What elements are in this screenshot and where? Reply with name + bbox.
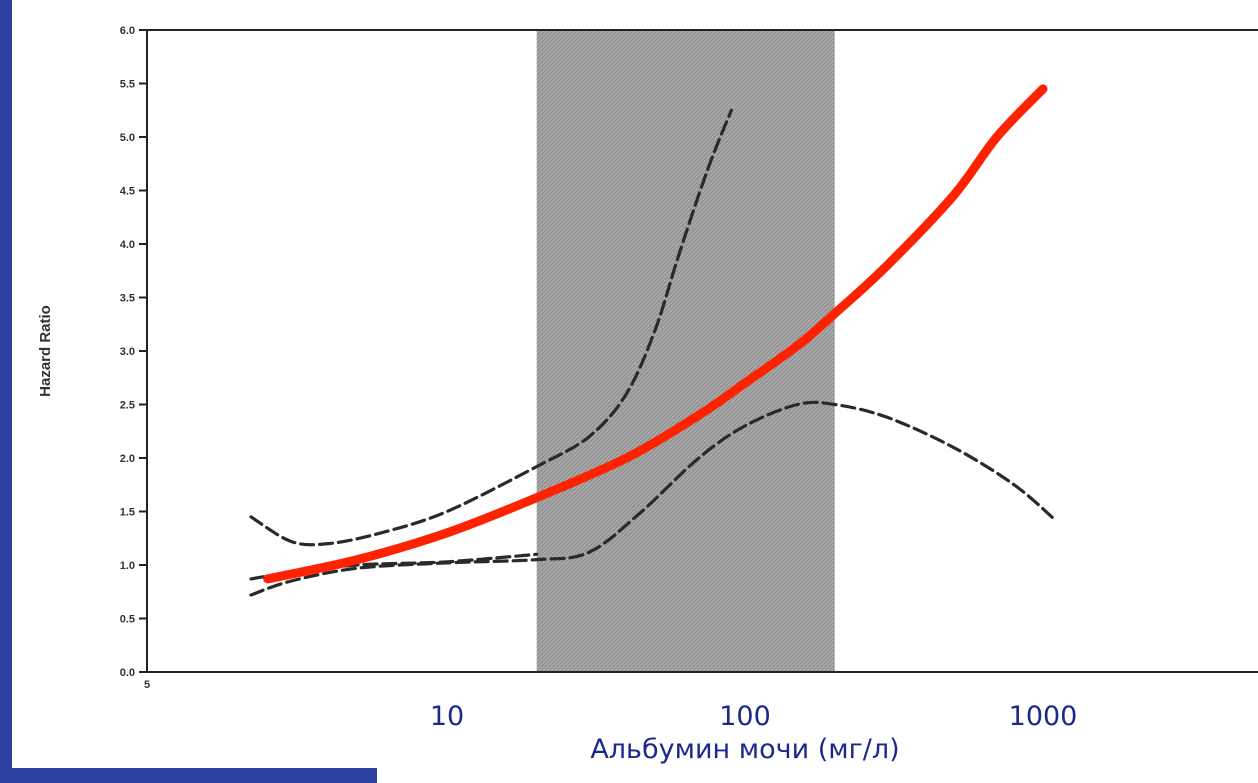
y-axis-label: Hazard Ratio (37, 305, 54, 397)
x-axis-label: Альбумин мочи (мг/л) (590, 734, 899, 765)
y-tick-label: 1.0 (120, 560, 135, 572)
y-tick-label: 4.0 (120, 239, 135, 251)
y-tick-label: 2.0 (120, 453, 135, 465)
y-tick-label: 5.0 (120, 132, 135, 144)
y-tick-label: 4.5 (120, 186, 135, 198)
y-tick-label: 3.5 (120, 293, 135, 305)
x-tick-label: 1000 (1009, 701, 1078, 732)
upper-ci-curve (249, 108, 733, 547)
x-tick-label: 100 (719, 701, 771, 732)
y-tick-label: 2.5 (120, 400, 135, 412)
y-tick-label: 5.5 (120, 79, 135, 91)
y-tick-label: 1.5 (120, 507, 135, 519)
hazard-ratio-curve (263, 84, 1048, 584)
y-tick-label: 0.0 (120, 667, 135, 679)
x-tick-label: 10 (430, 701, 464, 732)
lower-ci-curve (249, 400, 1057, 597)
x-label-strip (377, 673, 1258, 783)
x-tick-label: 5 (144, 679, 150, 691)
y-tick-label: 3.0 (120, 346, 135, 358)
y-tick-label: 6.0 (120, 25, 135, 37)
y-tick-label: 0.5 (120, 614, 135, 626)
